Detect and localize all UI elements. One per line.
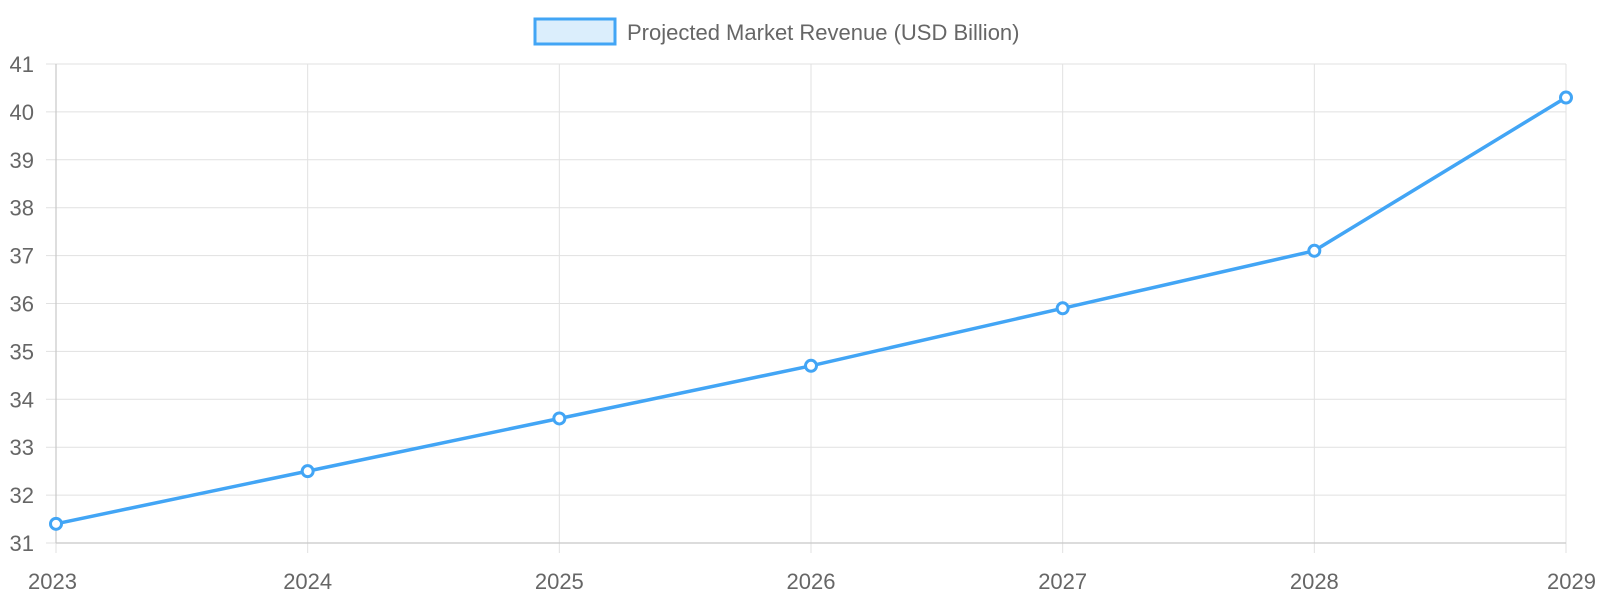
x-tick-label: 2028 xyxy=(1290,569,1339,594)
y-tick-label: 36 xyxy=(10,292,34,317)
y-tick-label: 40 xyxy=(10,100,34,125)
data-point[interactable] xyxy=(1307,243,1322,258)
axes xyxy=(55,64,1566,544)
y-tick-label: 35 xyxy=(10,339,34,364)
y-tick-label: 34 xyxy=(10,387,34,412)
x-tick-label: 2027 xyxy=(1038,569,1087,594)
data-point[interactable] xyxy=(49,516,63,531)
y-tick-label: 32 xyxy=(10,483,34,508)
series-layer xyxy=(49,90,1573,531)
x-tick-label: 2026 xyxy=(787,569,836,594)
y-tick-label: 38 xyxy=(10,196,34,221)
y-tick-label: 37 xyxy=(10,244,34,269)
x-axis-tick-labels: 2023 2024 2025 2026 2027 2028 2029 xyxy=(28,569,1596,594)
x-tick-label: 2024 xyxy=(283,569,332,594)
y-tick-label: 31 xyxy=(10,531,34,556)
chart-legend[interactable]: Projected Market Revenue (USD Billion) xyxy=(533,17,1020,46)
data-point[interactable] xyxy=(1559,90,1573,105)
data-point[interactable] xyxy=(552,411,567,426)
y-tick-label: 41 xyxy=(10,52,34,77)
data-point[interactable] xyxy=(804,358,818,373)
x-tick-label: 2023 xyxy=(28,569,77,594)
y-axis-tick-labels: 31 32 33 34 35 36 37 38 39 40 41 xyxy=(10,52,34,556)
data-point[interactable] xyxy=(300,464,315,479)
x-tick-label: 2029 xyxy=(1547,569,1596,594)
data-point[interactable] xyxy=(1055,301,1070,316)
y-tick-label: 39 xyxy=(10,148,34,173)
y-tick-label: 33 xyxy=(10,435,34,460)
legend-swatch xyxy=(533,17,617,46)
legend-label: Projected Market Revenue (USD Billion) xyxy=(627,20,1020,45)
x-tick-label: 2025 xyxy=(535,569,584,594)
